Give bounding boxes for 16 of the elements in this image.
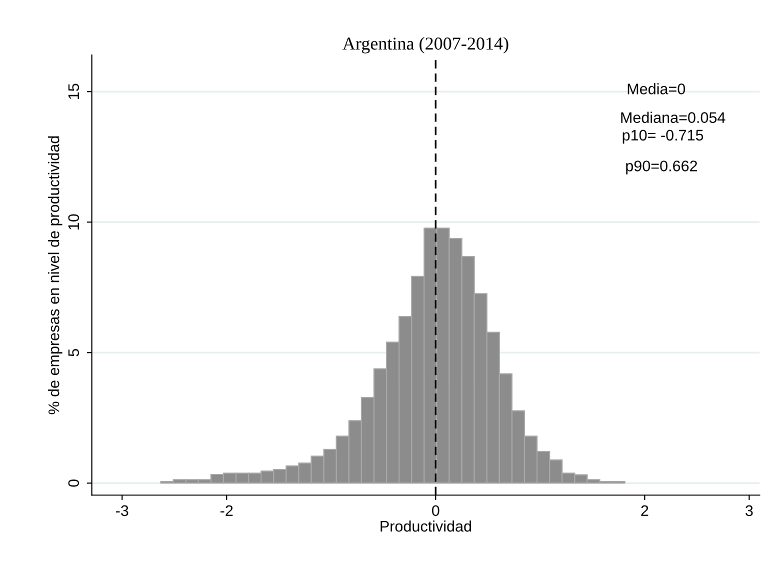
y-tick-label: 0 [68, 479, 80, 487]
annotation: p90=0.662 [626, 160, 698, 174]
y-tick-label: 5 [68, 349, 80, 356]
x-tick-label: -3 [116, 505, 128, 516]
x-tick-label: 3 [746, 505, 753, 516]
x-tick-label: 0 [432, 505, 440, 516]
annotation: p10= -0.715 [622, 130, 704, 144]
x-axis-title: Productividad [380, 520, 472, 532]
x-tick-label: 2 [641, 505, 648, 516]
chart-title: Argentina (2007-2014) [342, 36, 508, 54]
annotation: Mediana=0.054 [621, 112, 726, 123]
y-tick-label: 15 [68, 84, 80, 99]
y-axis-title: % de empresas en nivel de productividad [48, 136, 62, 414]
y-tick-label: 10 [68, 214, 80, 230]
annotation: Media=0 [628, 83, 686, 94]
x-tick-label: -2 [220, 505, 233, 516]
